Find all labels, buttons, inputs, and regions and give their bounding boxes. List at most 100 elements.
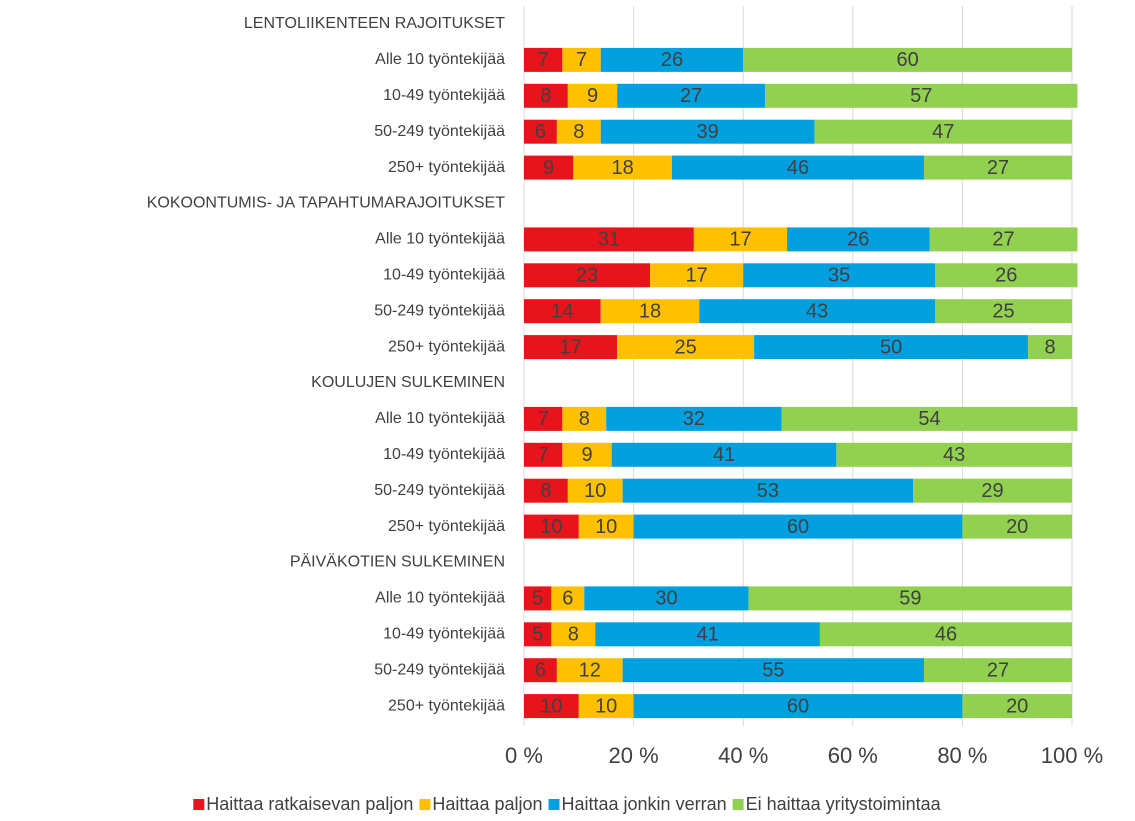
legend-label: Haittaa jonkin verran <box>562 794 727 814</box>
bar-segment <box>924 155 1072 180</box>
bar-segment <box>524 47 563 72</box>
data-label: 17 <box>685 265 707 287</box>
y-tick-label: 250+ työntekijää <box>388 518 505 535</box>
bar-segment <box>524 586 552 611</box>
data-label: 23 <box>576 265 598 287</box>
bar-segment <box>595 622 820 647</box>
data-label: 7 <box>538 49 549 71</box>
data-label: 27 <box>680 85 702 107</box>
legend-swatch <box>193 799 205 810</box>
bar-segment <box>633 694 963 719</box>
data-label: 60 <box>787 516 809 538</box>
legend-label: Haittaa ratkaisevan paljon <box>206 794 413 814</box>
bar-segment <box>913 478 1072 503</box>
bar-segment <box>600 299 700 324</box>
y-tick-label: 250+ työntekijää <box>388 697 505 714</box>
bar-segment <box>567 83 618 108</box>
data-label: 32 <box>683 408 705 430</box>
data-label: 20 <box>1006 695 1028 717</box>
bar-segment <box>962 694 1072 719</box>
bar-segment <box>524 299 601 324</box>
data-label: 25 <box>675 336 697 358</box>
bar-segment <box>633 514 963 539</box>
bar-segment <box>1028 335 1072 360</box>
bar-segment <box>743 263 935 288</box>
x-tick-label: 0 % <box>505 743 543 768</box>
y-tick-label: Alle 10 työntekijää <box>375 590 505 607</box>
data-label: 43 <box>806 300 828 322</box>
y-tick-label: 10-49 työntekijää <box>383 87 505 104</box>
legend-label: Haittaa paljon <box>432 794 542 814</box>
bar-segment <box>524 622 552 647</box>
bar-segment <box>562 406 607 431</box>
data-label: 6 <box>535 121 546 143</box>
data-label: 14 <box>551 300 573 322</box>
bar-segment <box>524 263 651 288</box>
data-label: 27 <box>992 229 1014 251</box>
bar-segment <box>699 299 935 324</box>
bar-segment <box>754 335 1029 360</box>
y-tick-label: Alle 10 työntekijää <box>375 410 505 427</box>
bar-segment <box>524 227 694 252</box>
y-tick-label: 10-49 työntekijää <box>383 267 505 284</box>
data-label: 10 <box>540 695 562 717</box>
data-label: 8 <box>540 85 551 107</box>
data-label: 26 <box>847 229 869 251</box>
y-tick-label: 250+ työntekijää <box>388 159 505 176</box>
bar-segment <box>524 83 568 108</box>
bar-segment <box>929 227 1078 252</box>
data-label: 46 <box>787 157 809 179</box>
data-label: 8 <box>1045 336 1056 358</box>
bar-segment <box>524 335 618 360</box>
bar-segment <box>617 83 766 108</box>
data-label: 6 <box>535 659 546 681</box>
bar-segment <box>935 299 1072 324</box>
data-label: 9 <box>587 85 598 107</box>
data-label: 47 <box>932 121 954 143</box>
data-label: 18 <box>612 157 634 179</box>
data-label: 17 <box>559 336 581 358</box>
bar-segment <box>600 47 744 72</box>
bar-segment <box>551 586 585 611</box>
y-tick-label: 250+ työntekijää <box>388 338 505 355</box>
y-tick-label: 10-49 työntekijää <box>383 446 505 463</box>
bar-segment <box>524 514 579 539</box>
bar-segment <box>562 442 612 467</box>
data-label: 10 <box>540 516 562 538</box>
legend-swatch <box>732 799 744 810</box>
data-label: 20 <box>1006 516 1028 538</box>
data-label: 7 <box>538 444 549 466</box>
y-tick-label: LENTOLIIKENTEEN RAJOITUKSET <box>244 15 505 32</box>
data-label: 8 <box>568 624 579 646</box>
data-label: 17 <box>729 229 751 251</box>
bar-segment <box>524 406 563 431</box>
bar-segment <box>556 119 601 144</box>
data-label: 53 <box>757 480 779 502</box>
legend-swatch <box>548 799 560 810</box>
bar-segment <box>600 119 815 144</box>
data-label: 6 <box>562 588 573 610</box>
data-label: 10 <box>584 480 606 502</box>
bar-segment <box>524 442 563 467</box>
y-tick-label: 50-249 työntekijää <box>374 302 505 319</box>
bar-segment <box>551 622 596 647</box>
data-label: 50 <box>880 336 902 358</box>
x-tick-label: 20 % <box>609 743 659 768</box>
bar-segment <box>562 47 601 72</box>
data-label: 5 <box>532 588 543 610</box>
y-tick-label: 50-249 työntekijää <box>374 482 505 499</box>
bar-segment <box>573 155 672 180</box>
x-tick-label: 80 % <box>937 743 987 768</box>
bar-segment <box>524 119 557 144</box>
data-label: 57 <box>910 85 932 107</box>
bar-segment <box>617 335 755 360</box>
data-label: 5 <box>532 624 543 646</box>
data-label: 43 <box>943 444 965 466</box>
data-label: 9 <box>581 444 592 466</box>
y-tick-label: PÄIVÄKOTIEN SULKEMINEN <box>290 553 505 571</box>
bar-segment <box>650 263 744 288</box>
data-label: 25 <box>992 300 1014 322</box>
data-label: 8 <box>573 121 584 143</box>
bar-segment <box>622 658 925 683</box>
